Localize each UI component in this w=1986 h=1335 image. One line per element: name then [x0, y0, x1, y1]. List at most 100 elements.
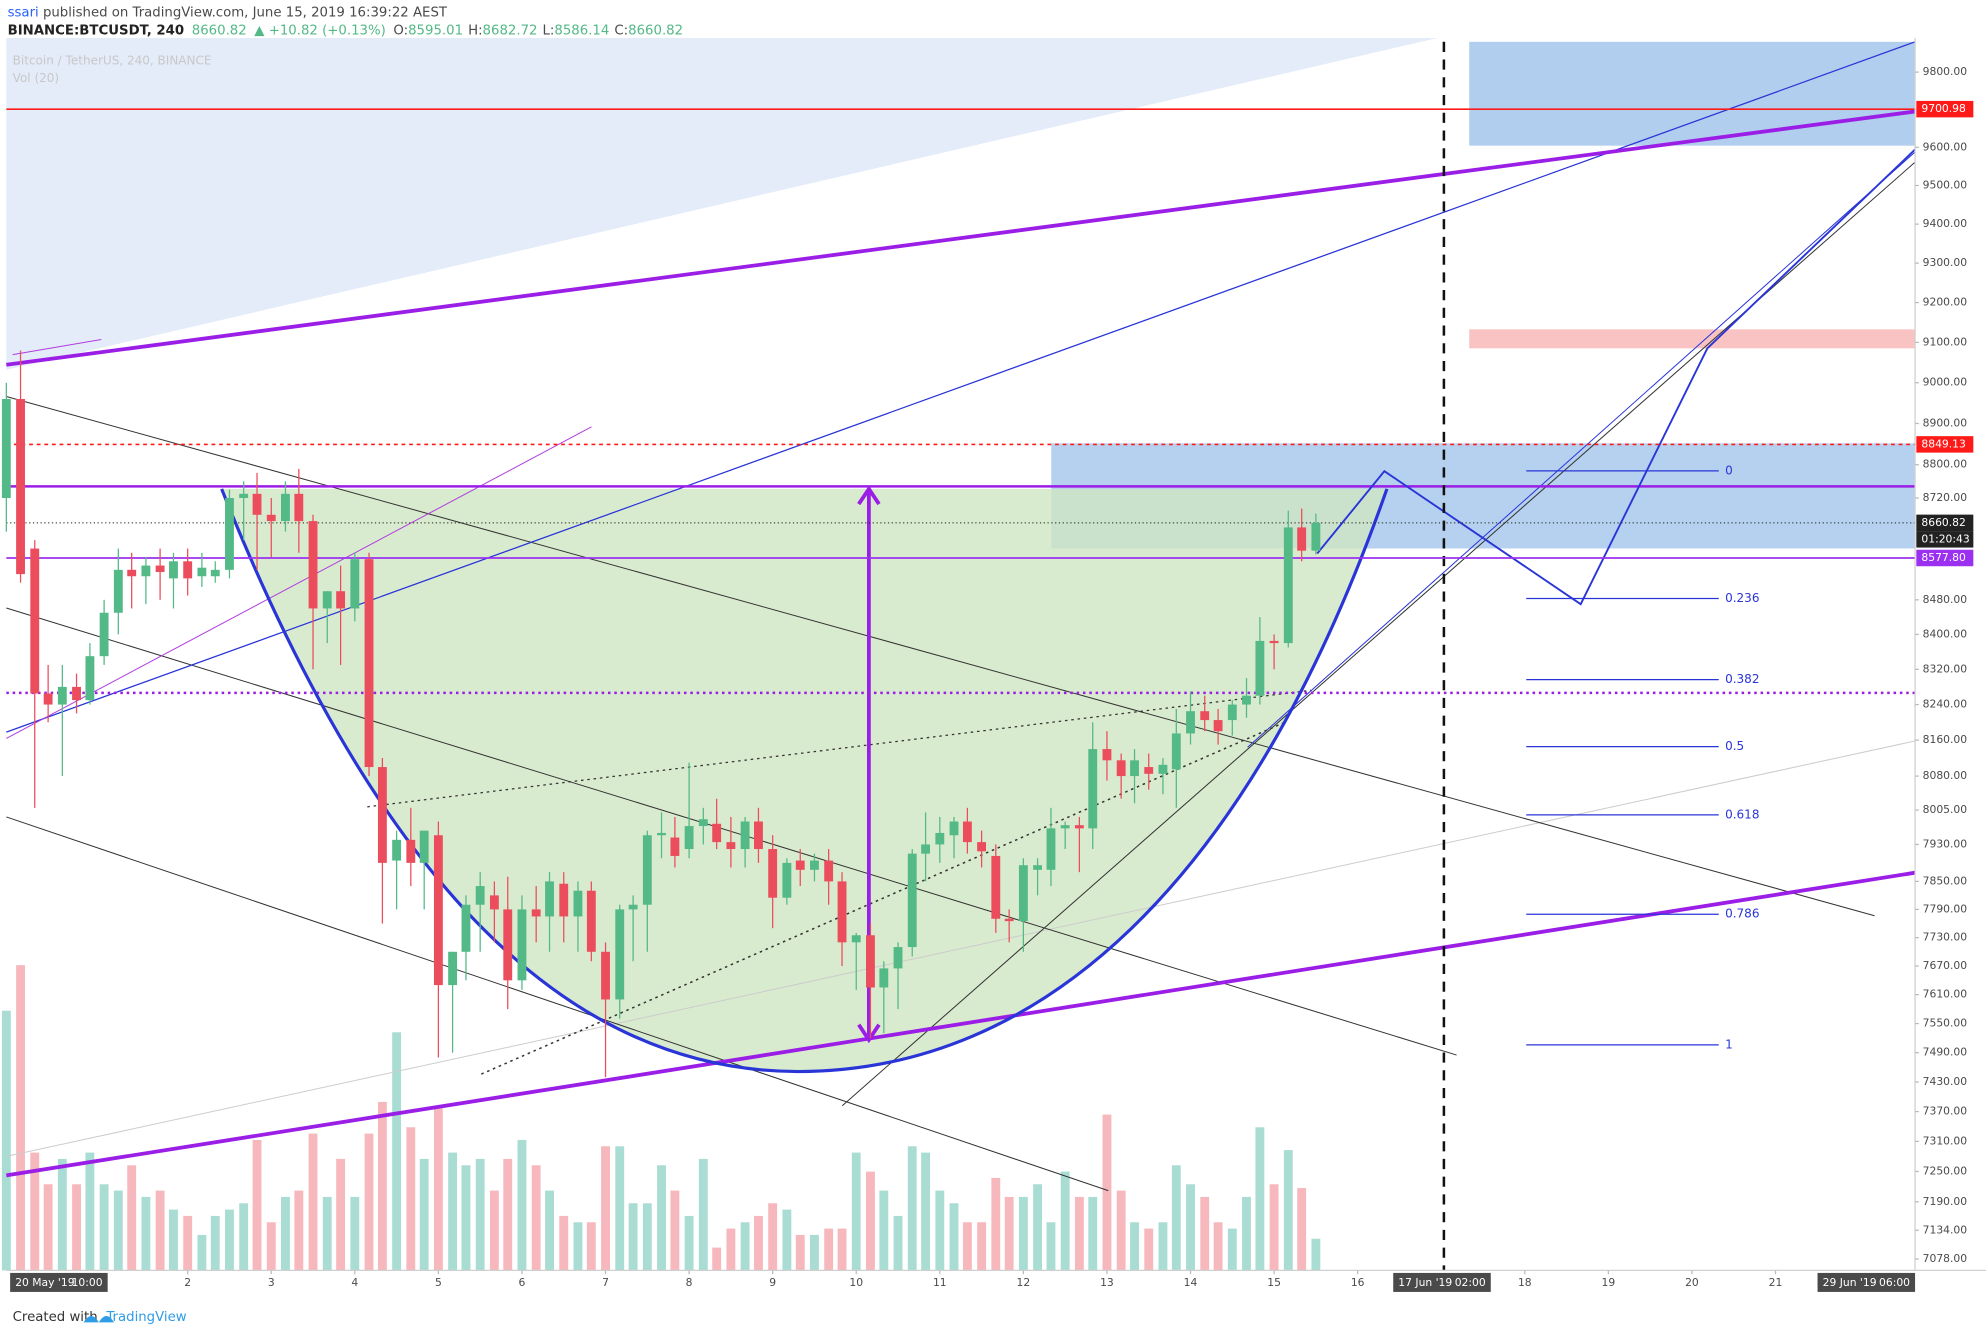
candle-body: [949, 821, 959, 836]
candle-body: [1018, 865, 1028, 922]
arrow-head: [857, 485, 881, 506]
series-title: Bitcoin / TetherUS, 240, BINANCE: [13, 53, 212, 67]
candle-body: [768, 849, 778, 898]
volume-bar: [308, 1133, 318, 1271]
candle-body: [962, 821, 972, 843]
candle-body: [1213, 720, 1223, 732]
y-tick-label: 7250.00: [1923, 1164, 1968, 1177]
volume-bar: [448, 1152, 458, 1271]
candle-body: [281, 493, 290, 522]
volume-bar: [921, 1152, 931, 1271]
candle-body: [30, 548, 40, 694]
candle-body: [921, 844, 931, 854]
candle-body: [740, 821, 750, 850]
volume-bar: [113, 1190, 123, 1271]
symbol: BINANCE:BTCUSDT, 240: [8, 23, 185, 38]
date-marker-box: [1393, 1272, 1491, 1292]
candle-body: [406, 839, 416, 863]
price-line-label: 9700.98: [1921, 102, 1966, 115]
volume-bar: [364, 1133, 374, 1271]
fib-label: 0.618: [1725, 807, 1759, 821]
dotted-line: [480, 721, 1286, 1075]
volume-bar: [239, 1203, 249, 1271]
channel-bottom: [6, 870, 1916, 1178]
volume-bar: [1158, 1222, 1168, 1271]
volume-bar: [726, 1228, 736, 1271]
candle-body: [43, 693, 53, 705]
candle-body: [252, 493, 262, 515]
volume-bar: [1186, 1184, 1195, 1271]
candle-body: [893, 947, 903, 969]
candle-body: [824, 860, 834, 882]
date-marker-date: 29 Jun '19: [1823, 1276, 1877, 1289]
volume-bar: [712, 1247, 722, 1271]
last-price-label: 8660.82: [1921, 516, 1965, 529]
candle-body: [1283, 527, 1293, 644]
x-tick-label: 3: [268, 1276, 275, 1289]
arrow-head: [857, 1023, 881, 1044]
price-line-label: 8849.13: [1921, 437, 1965, 450]
candle-body: [489, 895, 499, 910]
candle-body: [503, 909, 513, 981]
volume-bar: [1060, 1171, 1070, 1271]
volume-bar: [197, 1234, 207, 1271]
y-tick-label: 8080.00: [1923, 769, 1968, 782]
o-value: 8595.01: [408, 23, 463, 38]
volume-bar: [1283, 1150, 1293, 1271]
dotted-line: [367, 689, 1311, 808]
volume-bar: [851, 1152, 861, 1271]
volume-bar: [1213, 1222, 1223, 1271]
candle-body: [531, 909, 541, 917]
volume-bar: [127, 1165, 137, 1271]
x-tick-label: 5: [435, 1276, 442, 1289]
publish-text: published on TradingView.com, June 15, 2…: [39, 6, 448, 21]
y-tick-label: 8800.00: [1923, 458, 1968, 471]
y-tick-label: 7134.00: [1923, 1223, 1968, 1236]
volume-bar: [586, 1222, 596, 1271]
cup-fill: [221, 488, 1387, 1072]
candle-body: [210, 569, 220, 577]
candle-body: [322, 591, 332, 609]
candle-body: [670, 837, 680, 856]
volume-bar: [962, 1222, 972, 1271]
candle-body: [392, 839, 402, 861]
volume-bar: [1074, 1196, 1084, 1271]
candle-body: [1144, 767, 1154, 774]
x-tick-label: 14: [1184, 1276, 1198, 1289]
date-marker-box: [1817, 1272, 1916, 1292]
countdown-label-box: [1916, 531, 1974, 548]
y-tick-label: 9800.00: [1923, 65, 1968, 78]
candle-body: [1255, 640, 1265, 696]
price-axis-bg: [1915, 38, 1986, 1292]
candle-body: [155, 565, 165, 572]
volume-bar: [294, 1190, 304, 1271]
candle-body: [754, 821, 763, 850]
x-tick-label: 7: [602, 1276, 609, 1289]
volume-bar: [893, 1215, 903, 1271]
y-tick-label: 8005.00: [1923, 803, 1968, 816]
x-tick-label: 6: [519, 1276, 526, 1289]
candle-body: [364, 559, 374, 768]
candle-body: [615, 909, 625, 1000]
candle-body: [1, 398, 11, 499]
candle-body: [419, 830, 429, 863]
volume-bar: [684, 1215, 694, 1271]
volume-bar: [531, 1165, 541, 1271]
candle-body: [350, 559, 360, 609]
volume-bar: [210, 1215, 220, 1271]
volume-bar: [573, 1222, 583, 1271]
volume-bar: [1227, 1228, 1237, 1271]
drawings-back: [6, 38, 1916, 1072]
volume-bar: [545, 1190, 554, 1271]
shaded-triangle: [6, 38, 1438, 370]
candle-body: [72, 686, 81, 701]
volume-bar: [1297, 1188, 1307, 1271]
date-marker-date: 20 May '19: [15, 1276, 75, 1289]
candle-body: [377, 767, 387, 863]
change: ▲ +10.82 (+0.13%): [254, 23, 386, 38]
volume-bar: [935, 1190, 945, 1271]
price-line-label-box: [1916, 549, 1974, 567]
volume-bar: [1144, 1228, 1154, 1271]
candle-body: [907, 853, 917, 948]
